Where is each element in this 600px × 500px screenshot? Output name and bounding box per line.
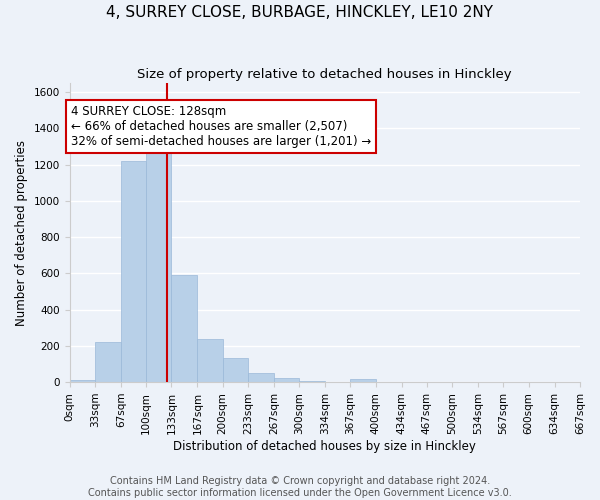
Text: Contains HM Land Registry data © Crown copyright and database right 2024.
Contai: Contains HM Land Registry data © Crown c…: [88, 476, 512, 498]
Bar: [350, 380, 376, 382]
Y-axis label: Number of detached properties: Number of detached properties: [15, 140, 28, 326]
Bar: [223, 358, 248, 382]
X-axis label: Distribution of detached houses by size in Hinckley: Distribution of detached houses by size …: [173, 440, 476, 452]
Title: Size of property relative to detached houses in Hinckley: Size of property relative to detached ho…: [137, 68, 512, 80]
Bar: [248, 373, 274, 382]
Bar: [121, 161, 146, 382]
Bar: [172, 275, 197, 382]
Bar: [197, 338, 223, 382]
Bar: [70, 380, 95, 382]
Bar: [299, 381, 325, 382]
Text: 4, SURREY CLOSE, BURBAGE, HINCKLEY, LE10 2NY: 4, SURREY CLOSE, BURBAGE, HINCKLEY, LE10…: [107, 5, 493, 20]
Bar: [146, 148, 172, 382]
Bar: [274, 378, 299, 382]
Text: 4 SURREY CLOSE: 128sqm
← 66% of detached houses are smaller (2,507)
32% of semi-: 4 SURREY CLOSE: 128sqm ← 66% of detached…: [71, 105, 371, 148]
Bar: [95, 342, 121, 382]
